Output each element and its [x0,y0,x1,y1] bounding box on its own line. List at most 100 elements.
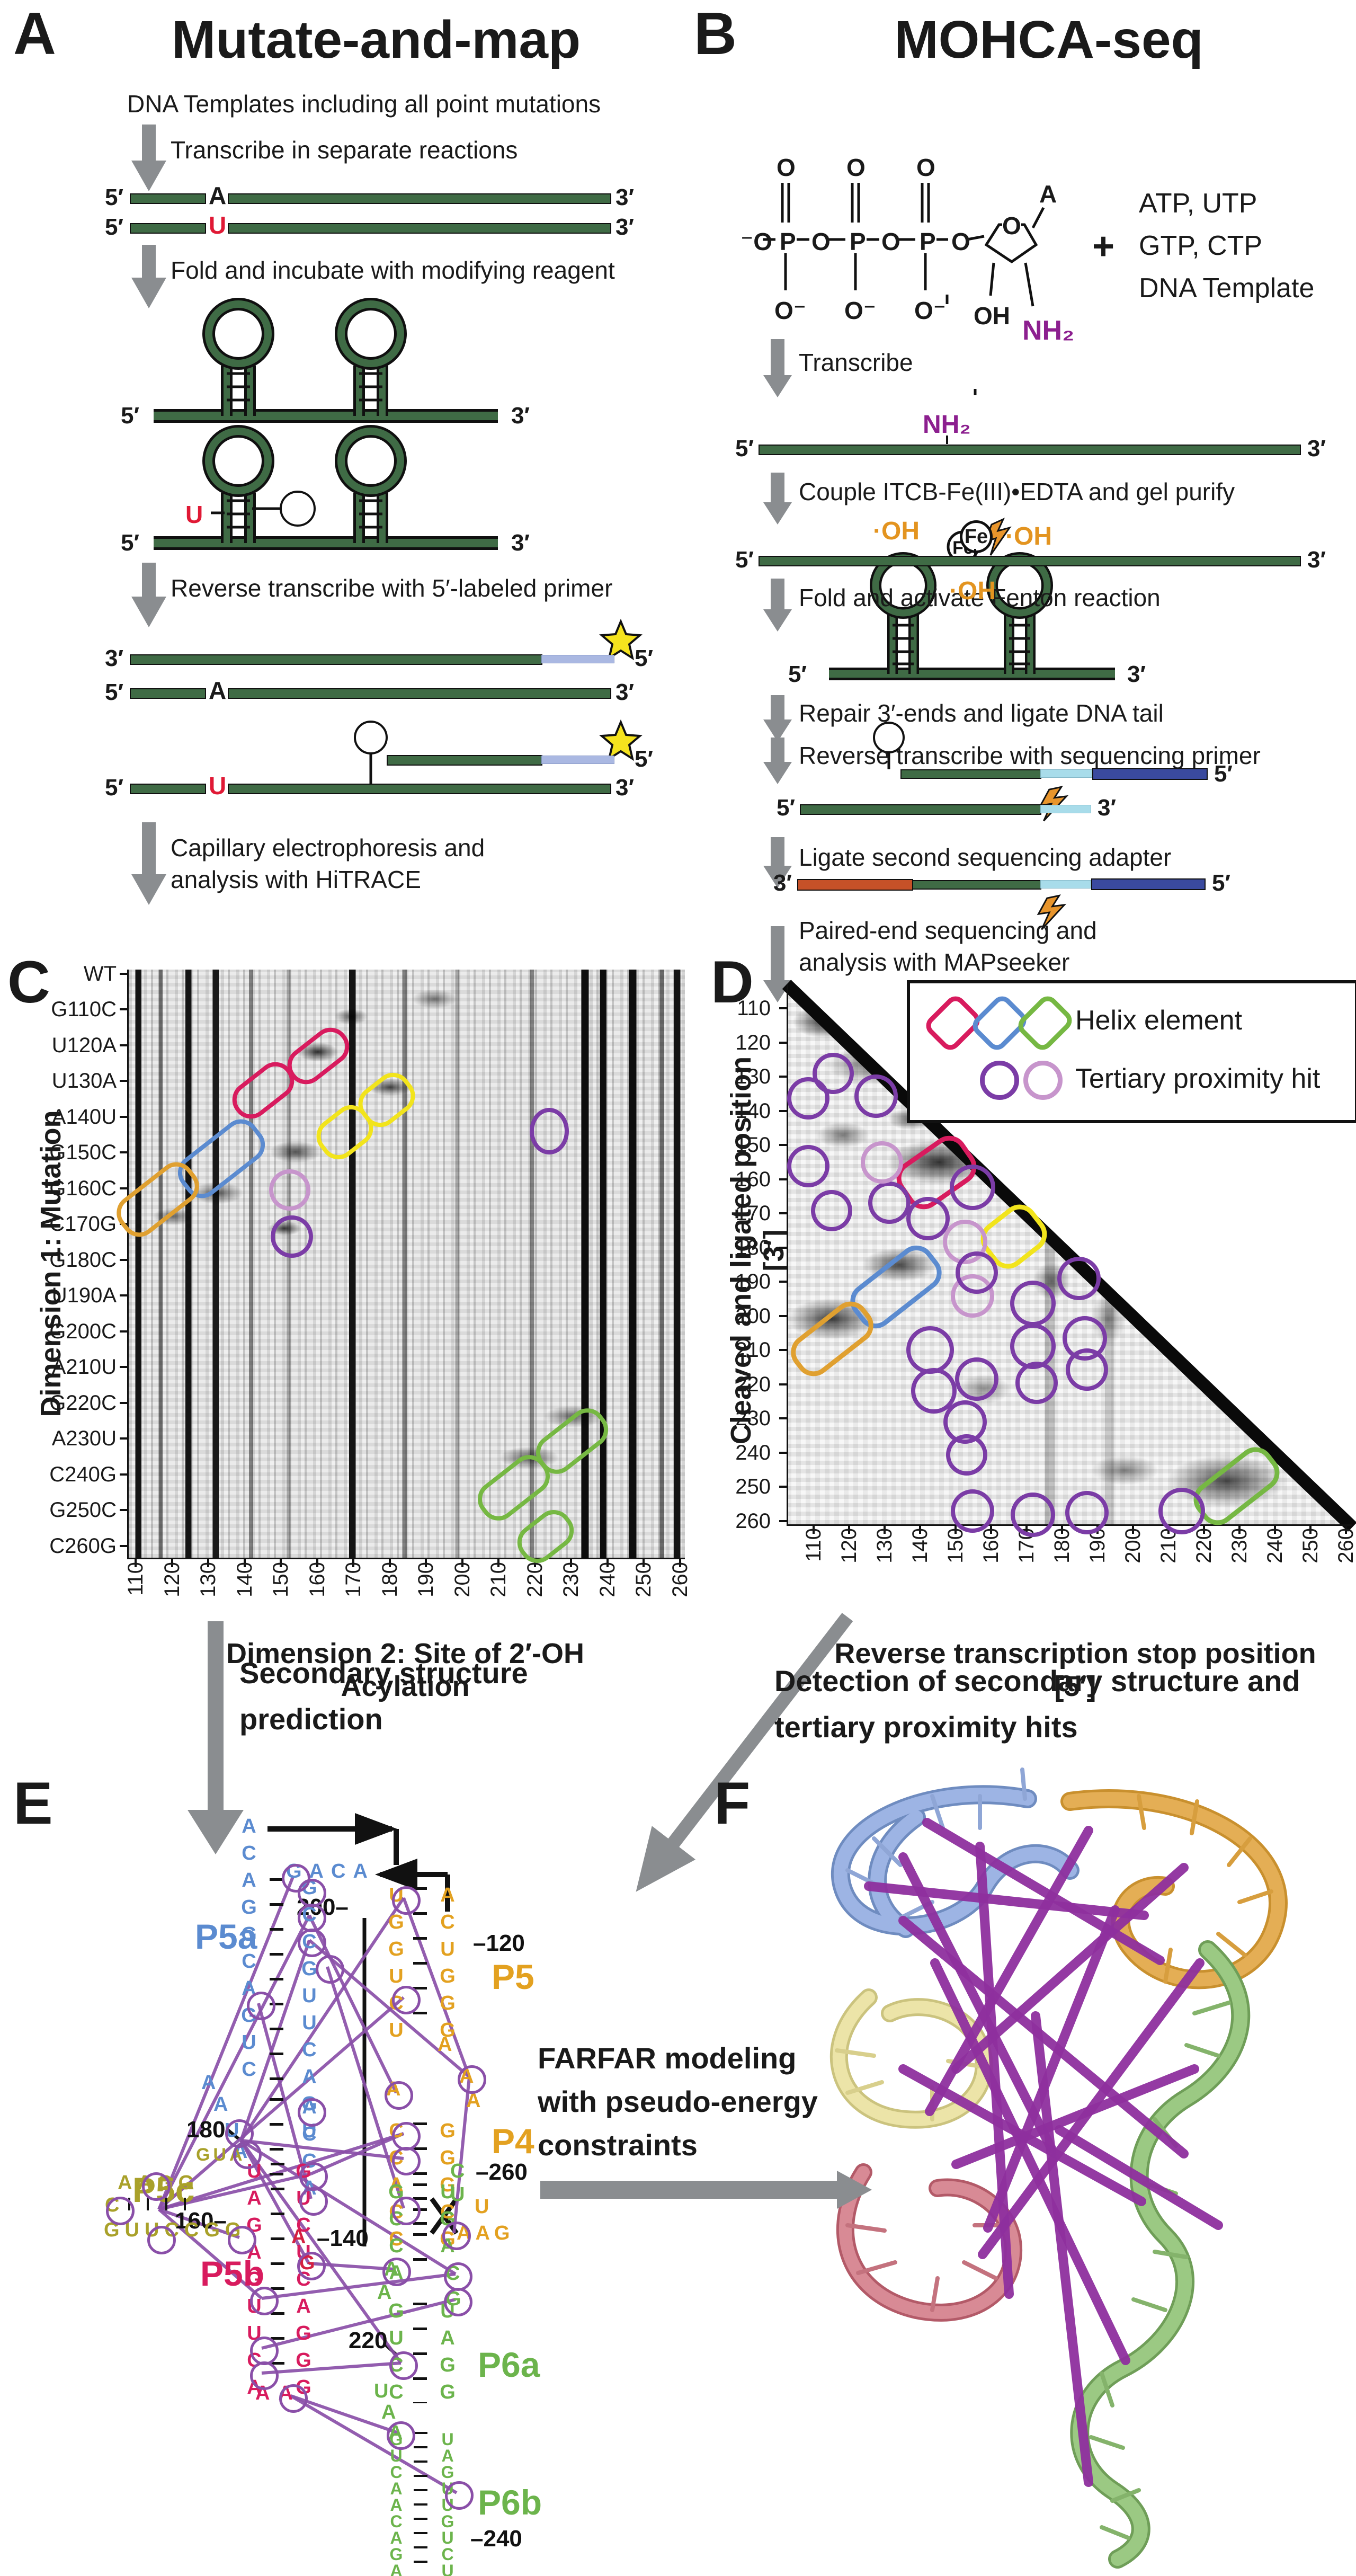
tertiary-circle-purple [1010,1281,1056,1326]
right-arrow-icon [540,2181,837,2199]
contact-ring [298,1929,326,1957]
step-fenton: Fold and activate Fenton reaction [799,584,1161,611]
contact-ring [298,1879,326,1907]
rna-strand-segment [228,688,611,699]
three-prime-label: 3′ [1307,547,1326,573]
d-xtick: 210 [1157,1528,1180,1564]
c-xtick: 170 [342,1562,365,1597]
nh2-label: NH₂ [923,411,971,439]
seq-red-a2: A [291,2226,306,2248]
tick-mark [779,1076,787,1078]
modification-adduct-icon [354,721,388,754]
d-xtick: 190 [1086,1528,1109,1564]
five-prime-label: 5′ [1212,870,1231,896]
tertiary-circle-purple [1158,1488,1205,1534]
tick-mark [779,1315,787,1317]
contact-ring [444,2288,472,2316]
c-xtick: 150 [269,1562,292,1597]
five-prime-label: 5′ [735,436,754,461]
secondary-structure-text-1: Secondary structure [239,1656,528,1690]
d-x-axis-title: Reverse transcription stop position [5′] [834,1638,1316,1702]
d-xtick: 230 [1228,1528,1251,1564]
tertiary-circle-purple [946,1434,987,1476]
tick-mark [135,1559,137,1567]
residue-240: –240 [470,2526,522,2552]
reagent-atp-utp: ATP, UTP [1139,188,1257,219]
contact-ring [282,1864,310,1893]
contact-ring [298,2098,326,2127]
pair-marks [270,1878,283,2090]
tertiary-circle-purple [854,1074,898,1118]
nh2-tick [946,436,948,444]
down-arrowhead-icon [188,1810,244,1854]
chem-o: O [881,228,900,255]
mutation-base-u: U [209,772,227,800]
labeled-primer-stars [354,618,643,784]
farfar-text-1: FARFAR modeling [538,2041,797,2075]
tertiary-circle-purple [868,1182,911,1224]
seq-pre-u: U [374,2380,389,2402]
tick-mark [120,1044,127,1046]
d-xtick: 250 [1299,1528,1322,1564]
legend-tertiary-purple-icon [980,1061,1019,1100]
down-arrow-icon [142,245,156,279]
chem-p: P [780,228,796,255]
five-prime-label: 5′ [121,403,140,429]
three-prime-label: 3′ [615,775,635,801]
tick-mark [779,1178,787,1180]
seq-p6a2-right: UAGG [436,2300,459,2408]
d-xtick: 220 [1192,1528,1216,1564]
mutate-map-heatmap [127,970,685,1559]
tick-mark [779,1349,787,1351]
d-ytick: 260 [735,1509,771,1533]
d-xtick: 180 [1050,1528,1074,1564]
hydroxyl-radical: ·OH [1005,522,1052,550]
hydroxyl-radical: ·OH [949,577,996,605]
tick-mark [461,1559,463,1567]
pair-marks [414,2432,427,2572]
seq-p5-right: ACUGGG [436,1884,459,2046]
contact-ring [385,2081,413,2110]
tick-mark [207,1559,209,1567]
down-arrow-icon [771,926,784,981]
three-prime-label: 3′ [1307,436,1326,461]
d-legend [907,980,1356,1123]
tertiary-circle-purple [1057,1257,1101,1300]
five-prime-label: 5′ [121,530,140,556]
secondary-structure-text-2: prediction [239,1702,383,1736]
adapter-orange [797,879,913,891]
adapter-blue [1091,878,1206,890]
detection-text-2: tertiary proximity hits [774,1710,1078,1744]
tick-mark [848,1525,850,1534]
chem-oh: OH [974,302,1010,330]
step-ligate: Ligate second sequencing adapter [799,843,1172,871]
rna-strand-segment [900,769,1041,779]
primer-segment [541,756,614,764]
tick-mark [120,1294,127,1296]
chem-o-top: O [846,154,866,181]
tick-mark [120,1366,127,1368]
down-arrowhead-icon [131,874,166,905]
tick-mark [120,973,127,975]
tertiary-circle-purple [906,1326,954,1374]
adapter-blue [1092,768,1208,780]
down-arrow-icon [142,822,156,875]
d-ytick: 130 [735,1065,771,1088]
three-prime-label: 3′ [773,870,792,896]
residue-180: 180 [186,2117,226,2143]
c-xtick: 230 [559,1562,583,1597]
contact-ring [316,1955,344,1984]
tick-mark [779,1383,787,1385]
contact-ring [233,2140,262,2169]
d-xtick: 140 [908,1528,932,1564]
tick-mark [389,1559,391,1567]
d-xtick: 200 [1121,1528,1145,1564]
dna-strand-segment [130,193,206,204]
contact-ring [106,2197,135,2225]
tertiary-circle-purple [813,1053,854,1094]
tertiary-circle-purple [1065,1491,1109,1534]
c-ytick: C260G [49,1534,117,1558]
three-prime-label: 3′ [1098,795,1117,821]
contact-ring [442,2222,471,2250]
contact-ring [392,1886,421,1915]
